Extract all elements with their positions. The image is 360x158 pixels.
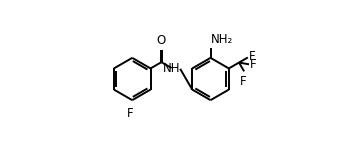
Text: F: F [240, 75, 247, 88]
Text: F: F [250, 58, 257, 71]
Text: F: F [127, 107, 133, 120]
Text: NH: NH [163, 62, 180, 75]
Text: O: O [157, 33, 166, 46]
Text: NH₂: NH₂ [211, 33, 234, 46]
Text: F: F [249, 50, 256, 63]
